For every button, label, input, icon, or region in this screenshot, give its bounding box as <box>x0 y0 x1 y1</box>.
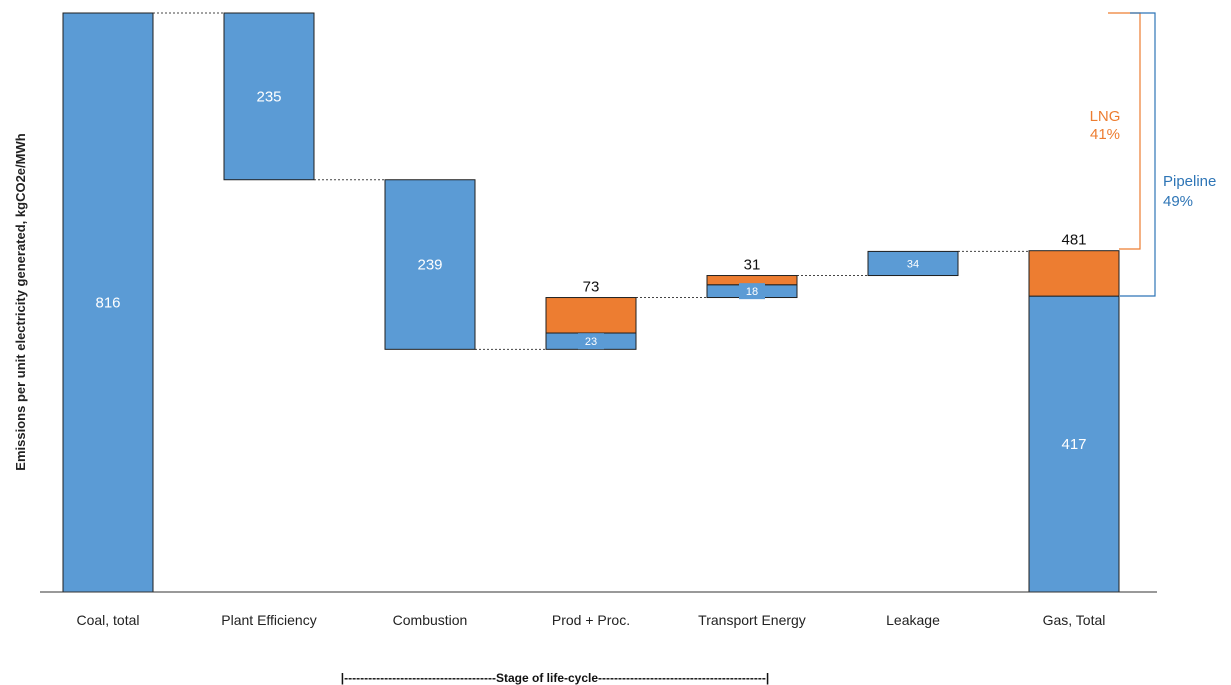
x-tick-5: Leakage <box>886 612 940 628</box>
x-tick-4: Transport Energy <box>698 612 806 628</box>
pipeline-bracket: Pipeline 49% <box>1120 12 1216 297</box>
bar-pipeline-1 <box>223 12 315 181</box>
x-tick-2: Combustion <box>393 612 468 628</box>
x-tick-6: Gas, Total <box>1043 612 1106 628</box>
top-label-6: 481 <box>1061 232 1086 249</box>
data-label-1: 235 <box>256 88 281 105</box>
bars-group <box>62 12 1120 593</box>
pipeline-bracket-line <box>1120 12 1156 297</box>
lng-bracket-line <box>1108 12 1141 250</box>
top-label-4: 31 <box>744 257 761 274</box>
data-label-0: 816 <box>95 295 120 312</box>
pipeline-annotation-name: Pipeline <box>1163 173 1216 190</box>
data-label-bg-4 <box>739 283 765 300</box>
bar-pipeline-5 <box>867 250 959 277</box>
bar-pipeline-2 <box>384 179 476 350</box>
data-label-6: 417 <box>1061 436 1086 453</box>
x-tick-0: Coal, total <box>76 612 139 628</box>
lng-annotation-value: 41% <box>1090 126 1120 143</box>
bar-lng-3 <box>545 297 637 334</box>
bar-pipeline-0 <box>62 12 154 593</box>
x-tick-1: Plant Efficiency <box>221 612 316 628</box>
data-label-2: 239 <box>417 257 442 274</box>
data-label-3: 23 <box>585 336 597 348</box>
x-tick-labels: Coal, total Plant Efficiency Combustion Pro… <box>76 612 1105 628</box>
y-axis-label: Emissions per unit electricity generated… <box>13 133 28 470</box>
bar-lng-6 <box>1028 250 1120 297</box>
lng-bracket: LNG 41% <box>1090 12 1141 250</box>
data-labels: 816 235 239 23 73 18 31 34 417 481 <box>95 88 1086 453</box>
top-label-3: 73 <box>583 279 600 296</box>
data-label-4: 18 <box>746 286 758 298</box>
pipeline-annotation-value: 49% <box>1163 193 1193 210</box>
life-cycle-stage-label: |--------------------------------------S… <box>341 671 769 685</box>
data-label-5: 34 <box>907 258 919 270</box>
data-label-bg-5 <box>900 255 926 272</box>
data-label-bg-3 <box>578 333 604 350</box>
x-tick-3: Prod + Proc. <box>552 612 630 628</box>
lng-annotation-name: LNG <box>1090 108 1121 125</box>
